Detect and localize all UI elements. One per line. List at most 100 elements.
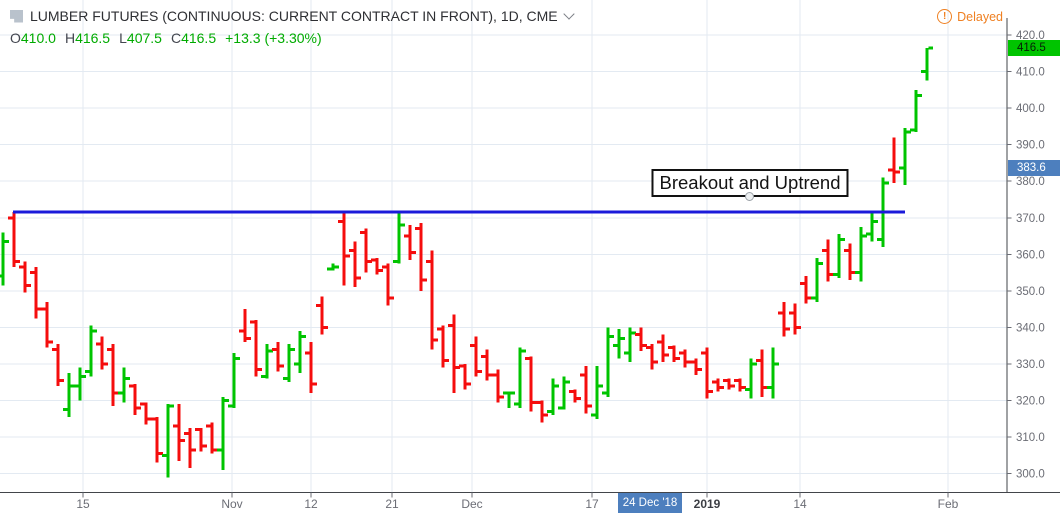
ohlc-bar (382, 263, 394, 306)
ohlc-bar (745, 358, 757, 399)
ohlc-bar (239, 309, 251, 343)
ohlc-bars (0, 46, 933, 478)
symbol-title[interactable]: LUMBER FUTURES (CONTINUOUS: CURRENT CONT… (30, 8, 558, 24)
ohlc-bar (129, 384, 141, 416)
high-label: H (64, 30, 76, 46)
symbol-logo-icon[interactable] (10, 9, 23, 23)
close-label: C (170, 30, 182, 46)
ohlc-bar (272, 342, 284, 372)
high-value: 416.5 (75, 30, 111, 46)
ohlc-bar (327, 263, 339, 271)
price-axis-label: 320.0 (1016, 396, 1045, 408)
ohlc-bar (536, 400, 548, 423)
ohlc-bar (679, 349, 691, 368)
ohlc-bar (305, 342, 317, 394)
ohlc-bar (437, 325, 449, 368)
time-axis-label: 15 (76, 497, 90, 511)
ohlc-bar (855, 226, 867, 282)
ohlc-bar (261, 343, 273, 379)
ohlc-bar (228, 352, 240, 408)
ohlc-bar (481, 349, 493, 381)
ohlc-bar (371, 257, 383, 275)
ohlc-bar (415, 223, 427, 291)
ohlc-bar (921, 46, 933, 81)
ohlc-bar (613, 329, 625, 359)
open-label: O (10, 30, 21, 46)
ohlc-bar (118, 367, 130, 403)
ohlc-bar (107, 343, 119, 406)
annotation-text: Breakout and Uptrend (659, 172, 841, 193)
ohlc-bar (96, 336, 108, 370)
chevron-down-icon[interactable] (562, 8, 575, 20)
close-value: 416.5 (181, 30, 217, 46)
ohlc-bar (151, 416, 163, 463)
time-axis-label: 2019 (694, 497, 721, 511)
delayed-label: Delayed (957, 9, 1003, 24)
ohlc-bar (206, 422, 218, 454)
ohlc-bar (184, 427, 196, 469)
ohlc-bar (283, 343, 295, 383)
ohlc-bar (866, 211, 878, 242)
open-value: 410.0 (20, 30, 56, 46)
time-axis-label: 12 (304, 497, 318, 511)
ohlc-bar (558, 376, 570, 410)
price-axis-label: 310.0 (1016, 432, 1045, 444)
time-axis-label: 14 (793, 497, 807, 511)
price-axis[interactable]: 420.0 410.0 400.0 390.0 380.0 370.0 360.0 350.0… (1007, 30, 1045, 481)
price-level-badge: 383.6 (1008, 160, 1060, 177)
warning-icon: ! (937, 9, 953, 24)
selected-date-badge: 24 Dec '18 (618, 493, 682, 513)
ohlc-bar (646, 343, 658, 370)
ohlc-bar (723, 378, 735, 390)
change-value: +13.3 (+3.30%) (225, 30, 322, 46)
ohlc-bar (173, 404, 185, 461)
symbol-title-row: LUMBER FUTURES (CONTINUOUS: CURRENT CONT… (10, 7, 575, 25)
ohlc-bar (19, 261, 31, 293)
ohlc-bar (338, 211, 350, 286)
low-label: L (119, 30, 127, 46)
ohlc-bar (52, 343, 64, 386)
price-axis-label: 390.0 (1016, 140, 1045, 152)
time-axis-label: Dec (461, 497, 482, 511)
ohlc-bar (140, 402, 152, 425)
ohlc-bar (591, 365, 603, 419)
ohlc-bar (85, 325, 97, 377)
ohlc-bar (701, 347, 713, 399)
ohlc-bar (767, 347, 779, 399)
ohlc-bar (250, 320, 262, 377)
axes (0, 18, 1060, 494)
ohlc-bar (910, 89, 922, 132)
price-axis-label: 410.0 (1016, 67, 1045, 79)
price-axis-label: 330.0 (1016, 359, 1045, 371)
ohlc-bar (448, 314, 460, 394)
ohlc-bar (63, 373, 75, 417)
ohlc-bar (833, 234, 845, 279)
time-axis-label: 21 (385, 497, 399, 511)
low-value: 407.5 (126, 30, 162, 46)
ohlc-bar (74, 367, 86, 401)
last-price-badge: 416.5 (1008, 39, 1060, 56)
ohlc-bar (635, 327, 647, 352)
horizontal-line-drawing[interactable] (13, 210, 905, 214)
ohlc-bar (514, 347, 526, 408)
ohlc-bar (899, 128, 911, 185)
time-axis-label: Nov (221, 497, 242, 511)
time-axis[interactable]: 15 Nov 12 21 Dec 17 2019 14 Feb (76, 492, 959, 512)
ohlc-bar (360, 228, 372, 273)
price-axis-label: 300.0 (1016, 469, 1045, 481)
ohlc-bar (756, 349, 768, 397)
ohlc-bar (470, 336, 482, 377)
ohlc-bar (404, 225, 416, 260)
ohlc-bar (30, 267, 42, 319)
delayed-badge[interactable]: ! Delayed (937, 9, 1003, 24)
ohlc-bar (811, 257, 823, 302)
ohlc-bar (503, 391, 515, 408)
chart-header: LUMBER FUTURES (CONTINUOUS: CURRENT CONT… (10, 7, 575, 46)
ohlc-bar (217, 396, 229, 470)
ohlc-bar (569, 389, 581, 403)
ohlc-values: O410.0 H416.5 L407.5 C416.5 +13.3 (+3.30%) (10, 30, 573, 46)
ohlc-bar (580, 365, 592, 414)
annotation-drag-handle[interactable] (745, 192, 754, 201)
